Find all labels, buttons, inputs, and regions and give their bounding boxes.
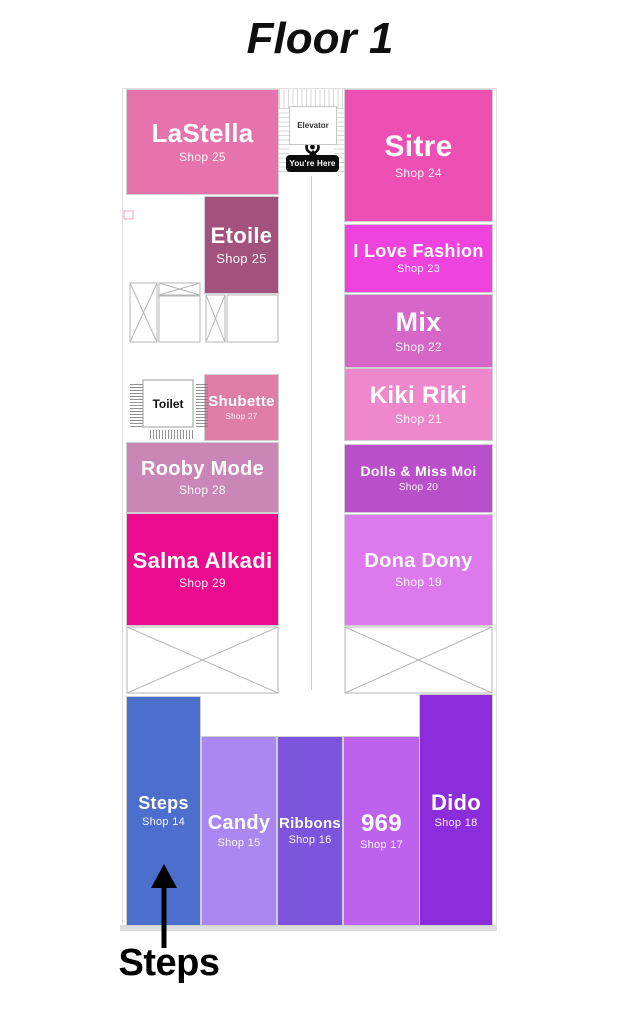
shop-name-label: Shubette (208, 392, 275, 410)
shop-block-dido: Dido Shop 18 (420, 695, 492, 925)
shop-name-label: Kiki Riki (369, 382, 468, 410)
shop-number-label: Shop 15 (217, 837, 261, 849)
shop-block-sitre: Sitre Shop 24 (345, 90, 492, 221)
shop-block-salma-alkadi: Salma Alkadi Shop 29 (127, 514, 278, 625)
shop-name-label: Rooby Mode (141, 457, 264, 480)
shop-block-i-love-fashion: I Love Fashion Shop 23 (345, 225, 492, 292)
shop-block-dolls-miss-moi: Dolls & Miss Moi Shop 20 (345, 445, 492, 512)
shop-name-label: Sitre (384, 130, 453, 164)
shop-number-label: Shop 22 (395, 339, 442, 354)
shop-number-label: Shop 25 (216, 250, 267, 266)
shop-name-label: Mix (395, 307, 442, 338)
page-title: Floor 1 (246, 14, 394, 63)
shop-name-label: Dolls & Miss Moi (360, 463, 477, 480)
shop-number-label: Shop 14 (141, 815, 186, 828)
shop-number-label: Shop 21 (395, 411, 442, 426)
shop-block-rooby-mode: Rooby Mode Shop 28 (127, 443, 278, 512)
shop-name-label: Etoile (210, 223, 273, 249)
shop-block-etoile: Etoile Shop 25 (205, 197, 278, 293)
shop-number-label: Shop 29 (179, 575, 226, 590)
shop-number-label: Shop 18 (434, 817, 478, 830)
shop-block-shubette: Shubette Shop 27 (205, 375, 278, 440)
shop-name-label: 969 (361, 809, 402, 837)
shop-block-steps: Steps Shop 14 (127, 697, 200, 925)
shop-name-label: Salma Alkadi (132, 548, 273, 574)
shop-number-label: Shop 20 (398, 481, 439, 493)
steps-callout-label: Steps (118, 942, 220, 984)
shop-block-969: 969 Shop 17 (344, 737, 419, 925)
shop-block-mix: Mix Shop 22 (345, 295, 492, 367)
shop-number-label: Shop 25 (179, 150, 226, 165)
you-are-here-badge: You're Here (286, 150, 339, 172)
shop-name-label: Dido (430, 789, 482, 815)
shop-number-label: Shop 16 (288, 834, 332, 847)
shop-name-label: Steps (138, 793, 189, 814)
shop-block-candy: Candy Shop 15 (202, 737, 276, 925)
shop-number-label: Shop 23 (396, 263, 441, 276)
shop-number-label: Shop 24 (395, 165, 442, 180)
you-are-here-label: You're Here (289, 159, 336, 168)
shop-name-label: LaStella (151, 117, 254, 148)
elevator-box: Elevator (289, 106, 337, 145)
shop-number-label: Shop 28 (179, 482, 226, 497)
shop-block-ribbons: Ribbons Shop 16 (278, 737, 342, 925)
shop-number-label: Shop 19 (395, 575, 442, 589)
shop-name-label: Ribbons (278, 814, 342, 832)
shop-name-label: Candy (207, 812, 271, 834)
floor-map: LaStella Shop 25 Etoile Shop 25 Shubette Shop… (120, 88, 497, 933)
elevator-label: Elevator (297, 121, 329, 130)
shop-layer: LaStella Shop 25 Etoile Shop 25 Shubette Shop… (120, 88, 497, 933)
shop-name-label: Dona Dony (364, 550, 473, 572)
shop-number-label: Shop 17 (359, 839, 404, 852)
toilet-label: Toilet (152, 396, 184, 411)
shop-block-dona-dony: Dona Dony Shop 19 (345, 515, 492, 625)
shop-block-lastella: LaStella Shop 25 (127, 90, 278, 194)
shop-number-label: Shop 27 (225, 412, 258, 422)
shop-name-label: I Love Fashion (353, 240, 484, 261)
shop-block-kiki-riki: Kiki Riki Shop 21 (345, 369, 492, 440)
